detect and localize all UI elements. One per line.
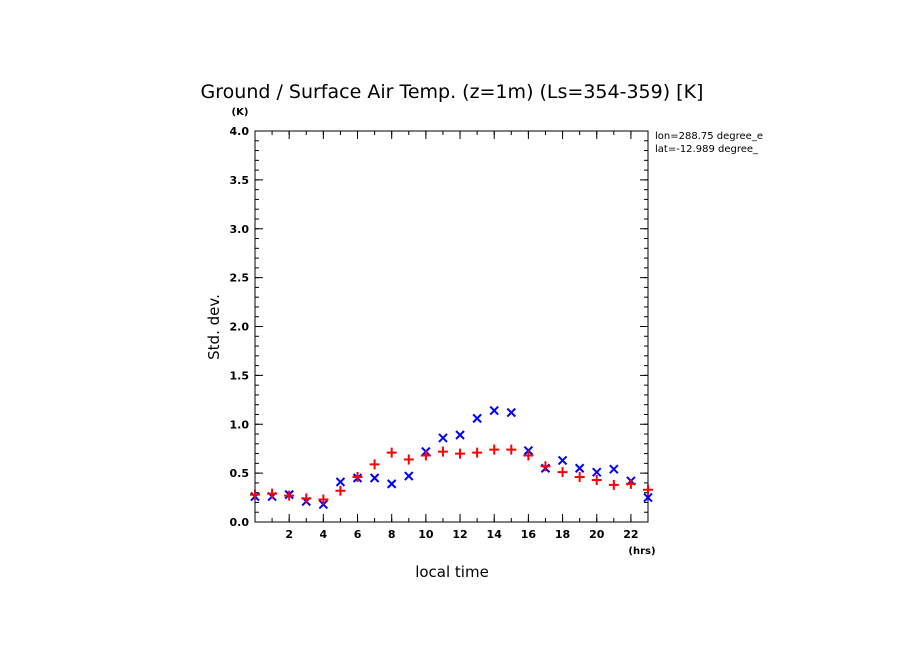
x-tick-label: 18	[555, 528, 570, 541]
surface-air-point	[574, 472, 585, 483]
surface-air-point	[523, 450, 534, 461]
ground-point	[609, 464, 619, 474]
surface-air-point	[335, 485, 346, 496]
surface-air-point	[643, 484, 653, 495]
ground-point	[506, 407, 517, 418]
surface-air-point	[386, 447, 397, 458]
ground-point	[455, 430, 465, 440]
ground-point	[386, 479, 397, 489]
x-unit-label: (hrs)	[628, 546, 655, 557]
annotation-lon: lon=288.75 degree_e	[655, 131, 763, 142]
surface-air-point	[369, 459, 380, 470]
y-tick-label: 0.0	[230, 516, 250, 529]
surface-air-point	[625, 478, 636, 489]
x-tick-label: 10	[418, 528, 434, 541]
surface-air-point	[455, 448, 466, 459]
ground-point	[335, 477, 346, 487]
surface-air-point	[301, 493, 312, 504]
ground-point	[472, 413, 482, 424]
surface-air-point	[318, 494, 329, 505]
x-tick-label: 4	[320, 528, 328, 541]
ground-point	[574, 463, 585, 473]
surface-air-point	[489, 444, 500, 455]
y-unit-label: (K)	[232, 107, 249, 118]
y-tick-label: 3.0	[230, 223, 250, 236]
x-tick-label: 6	[354, 528, 362, 541]
y-tick-label: 1.5	[230, 369, 250, 382]
surface-air-point	[352, 472, 363, 483]
surface-air-point	[267, 488, 278, 499]
y-tick-label: 3.5	[230, 174, 250, 187]
y-tick-label: 1.0	[230, 418, 250, 431]
surface-air-point	[284, 490, 295, 501]
ground-point	[557, 455, 568, 466]
x-tick-label: 2	[285, 528, 293, 541]
surface-air-point	[472, 447, 483, 458]
y-axis-label: Std. dev.	[205, 294, 223, 360]
y-tick-label: 0.5	[230, 467, 250, 480]
ground-point	[489, 405, 499, 416]
surface-air-point	[591, 474, 602, 485]
surface-air-point	[506, 444, 517, 455]
x-tick-label: 14	[487, 528, 503, 541]
x-tick-label: 8	[388, 528, 396, 541]
surface-air-point	[250, 489, 260, 500]
surface-air-point	[437, 446, 448, 457]
annotation-lat: lat=-12.989 degree_	[655, 144, 759, 155]
y-tick-label: 2.0	[230, 321, 250, 334]
y-tick-label: 4.0	[230, 125, 250, 138]
ground-point	[369, 473, 380, 483]
ground-point	[592, 467, 602, 477]
x-tick-label: 20	[589, 528, 605, 541]
x-axis-label: local time	[415, 563, 489, 581]
plot-frame	[254, 130, 649, 523]
ground-point	[643, 492, 653, 503]
x-tick-label: 16	[521, 528, 537, 541]
surface-air-point	[403, 454, 414, 465]
ground-point	[404, 471, 414, 481]
surface-air-point	[420, 450, 431, 461]
y-tick-label: 2.5	[230, 272, 250, 285]
chart-title: Ground / Surface Air Temp. (z=1m) (Ls=35…	[201, 81, 704, 103]
x-tick-label: 22	[623, 528, 638, 541]
x-tick-label: 12	[452, 528, 467, 541]
surface-air-point	[540, 461, 551, 472]
surface-air-point	[557, 467, 568, 478]
ground-point	[438, 433, 448, 443]
surface-air-point	[608, 479, 619, 490]
